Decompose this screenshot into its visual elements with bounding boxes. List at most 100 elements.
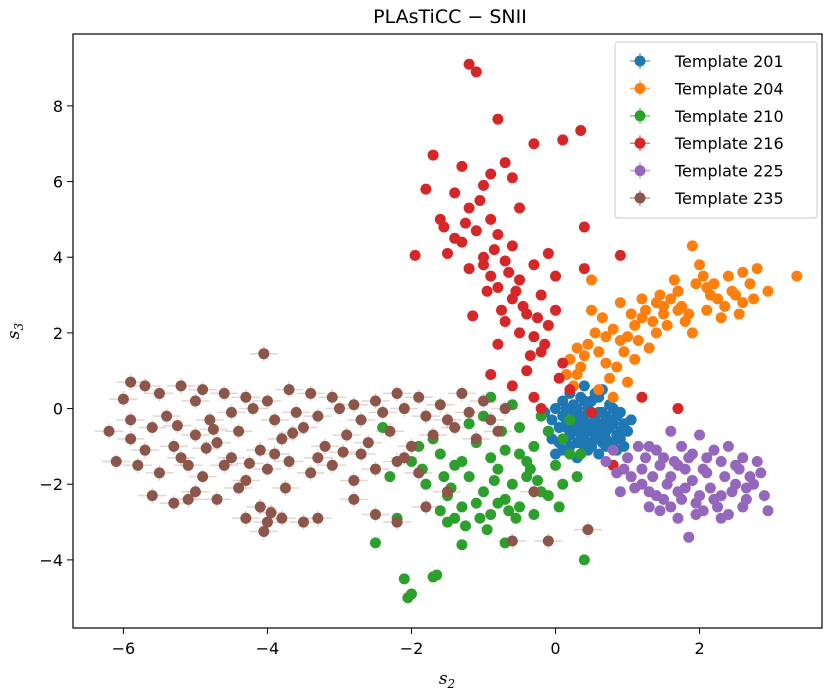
data-point bbox=[391, 387, 403, 399]
legend-marker bbox=[634, 110, 646, 122]
data-point bbox=[553, 501, 565, 513]
data-point bbox=[571, 342, 583, 354]
data-point bbox=[182, 493, 194, 505]
data-point bbox=[460, 520, 472, 532]
data-point bbox=[622, 452, 634, 464]
data-point bbox=[514, 501, 526, 513]
data-point bbox=[456, 160, 468, 172]
data-point bbox=[478, 179, 490, 191]
data-point bbox=[478, 259, 490, 271]
data-point bbox=[211, 437, 223, 449]
data-point bbox=[211, 493, 223, 505]
data-point bbox=[427, 149, 439, 161]
data-point bbox=[485, 270, 497, 282]
data-point bbox=[506, 478, 518, 490]
data-point bbox=[485, 452, 497, 464]
data-point bbox=[474, 194, 486, 206]
data-point bbox=[654, 459, 666, 471]
data-point bbox=[499, 316, 511, 328]
data-point bbox=[125, 376, 137, 388]
data-point bbox=[683, 452, 695, 464]
data-point bbox=[391, 516, 403, 528]
data-point bbox=[596, 418, 608, 430]
data-point bbox=[683, 531, 695, 543]
data-point bbox=[420, 478, 432, 490]
data-point bbox=[326, 459, 338, 471]
legend-label: Template 210 bbox=[674, 107, 784, 126]
data-point bbox=[535, 289, 547, 301]
data-point bbox=[312, 410, 324, 422]
data-point bbox=[470, 433, 482, 445]
data-point bbox=[744, 278, 756, 290]
data-point bbox=[625, 414, 637, 426]
data-point bbox=[661, 319, 673, 331]
data-point bbox=[442, 247, 453, 259]
data-point bbox=[668, 274, 680, 286]
data-point bbox=[726, 486, 738, 498]
data-point bbox=[470, 225, 482, 237]
data-point bbox=[499, 255, 511, 267]
data-point bbox=[341, 429, 353, 441]
data-point bbox=[686, 327, 698, 339]
data-point bbox=[636, 293, 648, 305]
series-3 bbox=[369, 391, 590, 604]
data-point bbox=[139, 444, 151, 456]
data-point bbox=[470, 66, 482, 78]
data-point bbox=[125, 414, 137, 426]
data-point bbox=[485, 369, 497, 381]
data-point bbox=[614, 486, 626, 498]
data-point bbox=[492, 463, 504, 475]
data-point bbox=[614, 249, 626, 261]
data-point bbox=[600, 456, 612, 468]
data-point bbox=[276, 433, 288, 445]
data-point bbox=[557, 357, 569, 369]
data-point bbox=[254, 501, 266, 513]
data-point bbox=[168, 497, 180, 509]
data-point bbox=[571, 471, 583, 483]
x-tick-label: −6 bbox=[112, 639, 136, 658]
data-point bbox=[668, 456, 680, 468]
data-point bbox=[686, 474, 698, 486]
data-point bbox=[258, 526, 270, 538]
data-point bbox=[542, 490, 554, 502]
legend-label: Template 201 bbox=[674, 52, 784, 71]
data-point bbox=[564, 414, 576, 426]
y-tick-label: 8 bbox=[53, 97, 63, 116]
data-point bbox=[542, 319, 554, 331]
data-point bbox=[758, 490, 770, 502]
data-point bbox=[355, 448, 367, 460]
data-point bbox=[348, 493, 360, 505]
data-point bbox=[254, 444, 266, 456]
data-point bbox=[478, 251, 490, 263]
data-point bbox=[413, 467, 425, 479]
data-point bbox=[110, 456, 122, 468]
data-point bbox=[643, 486, 655, 498]
data-point bbox=[762, 505, 774, 517]
data-point bbox=[532, 312, 544, 324]
data-point bbox=[632, 334, 644, 346]
data-point bbox=[474, 512, 486, 524]
data-point bbox=[269, 448, 281, 460]
data-point bbox=[398, 403, 410, 415]
data-point bbox=[578, 221, 590, 233]
data-point bbox=[434, 448, 446, 460]
data-point bbox=[715, 490, 727, 502]
data-point bbox=[575, 448, 587, 460]
data-point bbox=[514, 448, 526, 460]
data-point bbox=[456, 501, 468, 513]
data-point bbox=[377, 406, 389, 418]
y-axis-label: s3 bbox=[4, 322, 26, 339]
legend-marker bbox=[634, 192, 646, 204]
data-point bbox=[326, 391, 338, 403]
data-point bbox=[719, 471, 731, 483]
data-point bbox=[722, 508, 734, 520]
data-point bbox=[463, 58, 475, 70]
data-point bbox=[726, 285, 738, 297]
data-point bbox=[207, 423, 219, 435]
data-point bbox=[485, 508, 497, 520]
data-point bbox=[420, 183, 432, 195]
legend-marker bbox=[634, 165, 646, 177]
data-point bbox=[499, 403, 511, 415]
data-point bbox=[276, 512, 288, 524]
data-point bbox=[233, 482, 245, 494]
